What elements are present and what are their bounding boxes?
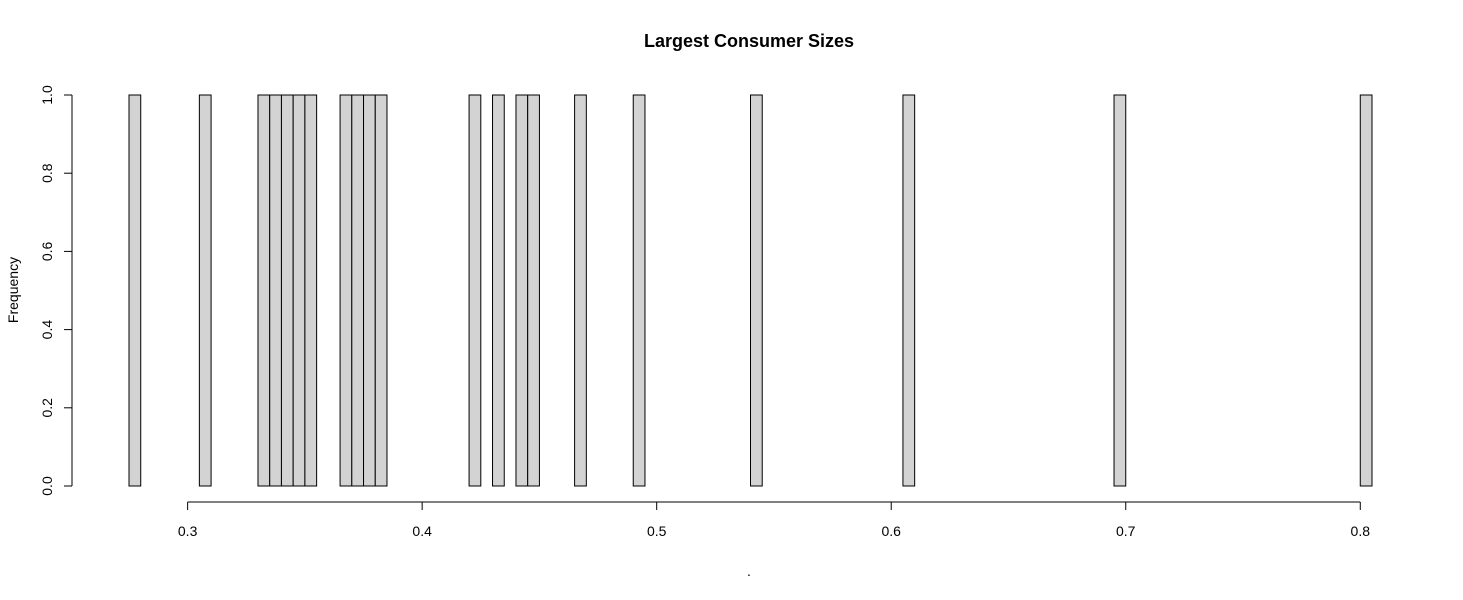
histogram-bar bbox=[351, 94, 365, 487]
y-axis-label: Frequency bbox=[5, 257, 21, 323]
x-axis-label: . bbox=[747, 563, 751, 579]
x-tick-label: 0.3 bbox=[178, 523, 198, 539]
histogram-bar bbox=[128, 94, 142, 487]
bars-group bbox=[128, 94, 1373, 487]
x-tick-label: 0.6 bbox=[881, 523, 901, 539]
histogram-bar bbox=[492, 94, 505, 487]
y-tick-label: 0.2 bbox=[39, 398, 55, 418]
y-tick-label: 0.6 bbox=[39, 241, 55, 261]
x-tick-label: 0.5 bbox=[647, 523, 667, 539]
x-tick-label: 0.4 bbox=[412, 523, 432, 539]
chart-title: Largest Consumer Sizes bbox=[644, 31, 854, 51]
histogram-bar bbox=[750, 94, 763, 487]
histogram-bar bbox=[257, 94, 271, 487]
histogram-bar bbox=[574, 94, 587, 487]
y-tick-label: 0.8 bbox=[39, 163, 55, 183]
x-tick-label: 0.8 bbox=[1351, 523, 1371, 539]
histogram-bar bbox=[902, 94, 916, 487]
histogram-bar bbox=[468, 94, 482, 487]
histogram-bar bbox=[515, 94, 529, 487]
y-tick-label: 1.0 bbox=[39, 85, 55, 105]
x-tick-label: 0.7 bbox=[1116, 523, 1136, 539]
y-axis: 0.0 0.2 0.4 0.6 0.8 1.0 bbox=[39, 85, 73, 496]
histogram-bar bbox=[1359, 94, 1373, 487]
histogram-bar bbox=[363, 94, 376, 487]
histogram-bar bbox=[280, 94, 294, 487]
histogram-bar bbox=[339, 94, 353, 487]
histogram-bar bbox=[269, 94, 282, 487]
histogram-bar bbox=[198, 94, 212, 487]
y-tick-label: 0.0 bbox=[39, 476, 55, 496]
histogram-bar bbox=[527, 94, 540, 487]
histogram-bar bbox=[632, 94, 646, 487]
histogram-bar bbox=[304, 94, 318, 487]
histogram-bar bbox=[1113, 94, 1127, 487]
histogram-bar bbox=[374, 94, 388, 487]
y-tick-label: 0.4 bbox=[39, 320, 55, 340]
x-axis: 0.3 0.4 0.5 0.6 0.7 0.8 bbox=[178, 501, 1371, 539]
histogram-bar bbox=[292, 94, 306, 487]
